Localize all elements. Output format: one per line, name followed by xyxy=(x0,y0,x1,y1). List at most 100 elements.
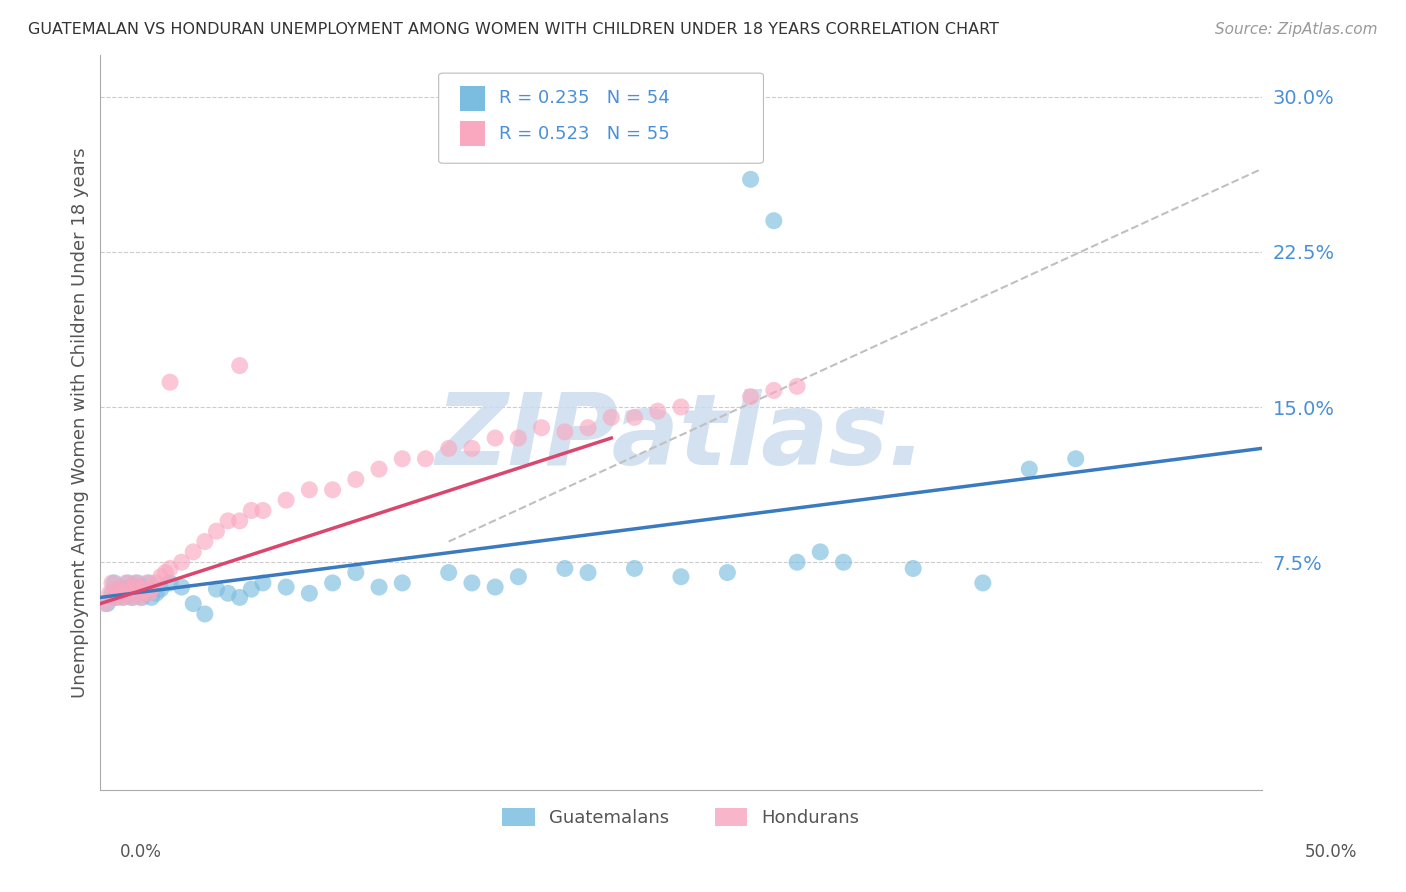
Point xyxy=(110,586,132,600)
Point xyxy=(484,580,506,594)
Point xyxy=(716,566,738,580)
Point xyxy=(103,576,125,591)
Point xyxy=(96,597,118,611)
Point xyxy=(415,451,437,466)
Point xyxy=(322,576,344,591)
Point xyxy=(530,420,553,434)
Point xyxy=(368,462,391,476)
Point xyxy=(252,503,274,517)
Point xyxy=(298,483,321,497)
Point xyxy=(554,561,576,575)
Point xyxy=(108,582,131,596)
Point xyxy=(120,591,142,605)
Point xyxy=(647,404,669,418)
Point xyxy=(391,451,413,466)
Point xyxy=(110,591,132,605)
Text: GUATEMALAN VS HONDURAN UNEMPLOYMENT AMONG WOMEN WITH CHILDREN UNDER 18 YEARS COR: GUATEMALAN VS HONDURAN UNEMPLOYMENT AMON… xyxy=(28,22,1000,37)
Point xyxy=(600,410,623,425)
Point xyxy=(128,580,150,594)
Point xyxy=(155,566,177,580)
Point xyxy=(108,586,131,600)
Point xyxy=(623,561,645,575)
Point xyxy=(740,172,762,186)
Point xyxy=(832,555,855,569)
Point xyxy=(112,582,135,596)
Point xyxy=(762,213,785,227)
Point xyxy=(134,582,156,596)
Point xyxy=(740,390,762,404)
Point xyxy=(128,591,150,605)
Point xyxy=(138,586,160,600)
Y-axis label: Unemployment Among Women with Children Under 18 years: Unemployment Among Women with Children U… xyxy=(72,147,89,698)
Legend: Guatemalans, Hondurans: Guatemalans, Hondurans xyxy=(494,798,869,836)
Point xyxy=(461,576,484,591)
Point xyxy=(228,514,250,528)
Text: 0.0%: 0.0% xyxy=(120,843,162,861)
Point xyxy=(217,514,239,528)
Point xyxy=(1018,462,1040,476)
Point xyxy=(112,591,135,605)
Point xyxy=(205,524,228,539)
Point xyxy=(121,582,143,596)
Text: ZIPatlas.: ZIPatlas. xyxy=(436,389,927,486)
Point xyxy=(576,566,599,580)
Point xyxy=(1064,451,1087,466)
Point xyxy=(124,582,146,596)
Point xyxy=(972,576,994,591)
Point xyxy=(121,591,143,605)
Point xyxy=(101,586,124,600)
Point xyxy=(623,410,645,425)
Point xyxy=(298,586,321,600)
Point xyxy=(149,570,172,584)
Point xyxy=(181,545,204,559)
Point xyxy=(276,580,298,594)
Point xyxy=(437,566,460,580)
Point xyxy=(508,431,530,445)
Point xyxy=(103,591,125,605)
Text: R = 0.235   N = 54: R = 0.235 N = 54 xyxy=(499,89,669,107)
Point xyxy=(344,472,367,486)
Point xyxy=(322,483,344,497)
Point xyxy=(484,431,506,445)
Point xyxy=(240,503,263,517)
Point xyxy=(808,545,831,559)
Point xyxy=(368,580,391,594)
Point xyxy=(252,576,274,591)
Text: 50.0%: 50.0% xyxy=(1305,843,1357,861)
Point xyxy=(124,576,146,591)
Point xyxy=(901,561,924,575)
Point xyxy=(141,582,163,596)
Point xyxy=(105,591,128,605)
Point xyxy=(762,384,785,398)
Point xyxy=(194,534,217,549)
Point xyxy=(786,555,808,569)
Point xyxy=(105,582,128,596)
Point xyxy=(135,582,157,596)
Point xyxy=(101,576,124,591)
Point xyxy=(669,400,692,414)
Point xyxy=(228,591,250,605)
Point xyxy=(145,586,167,600)
Point xyxy=(205,582,228,596)
Point xyxy=(228,359,250,373)
Point xyxy=(461,442,484,456)
Point xyxy=(240,582,263,596)
Point xyxy=(508,570,530,584)
Point xyxy=(117,586,139,600)
Point xyxy=(134,586,156,600)
Point xyxy=(669,570,692,584)
Point xyxy=(115,576,138,591)
Point xyxy=(576,420,599,434)
Point xyxy=(437,442,460,456)
Point xyxy=(344,566,367,580)
Point xyxy=(141,591,163,605)
Point xyxy=(194,607,217,621)
Point xyxy=(135,576,157,591)
Point xyxy=(786,379,808,393)
Point xyxy=(138,576,160,591)
Point xyxy=(391,576,413,591)
Point xyxy=(159,375,181,389)
Point xyxy=(159,561,181,575)
Point xyxy=(276,493,298,508)
Text: Source: ZipAtlas.com: Source: ZipAtlas.com xyxy=(1215,22,1378,37)
